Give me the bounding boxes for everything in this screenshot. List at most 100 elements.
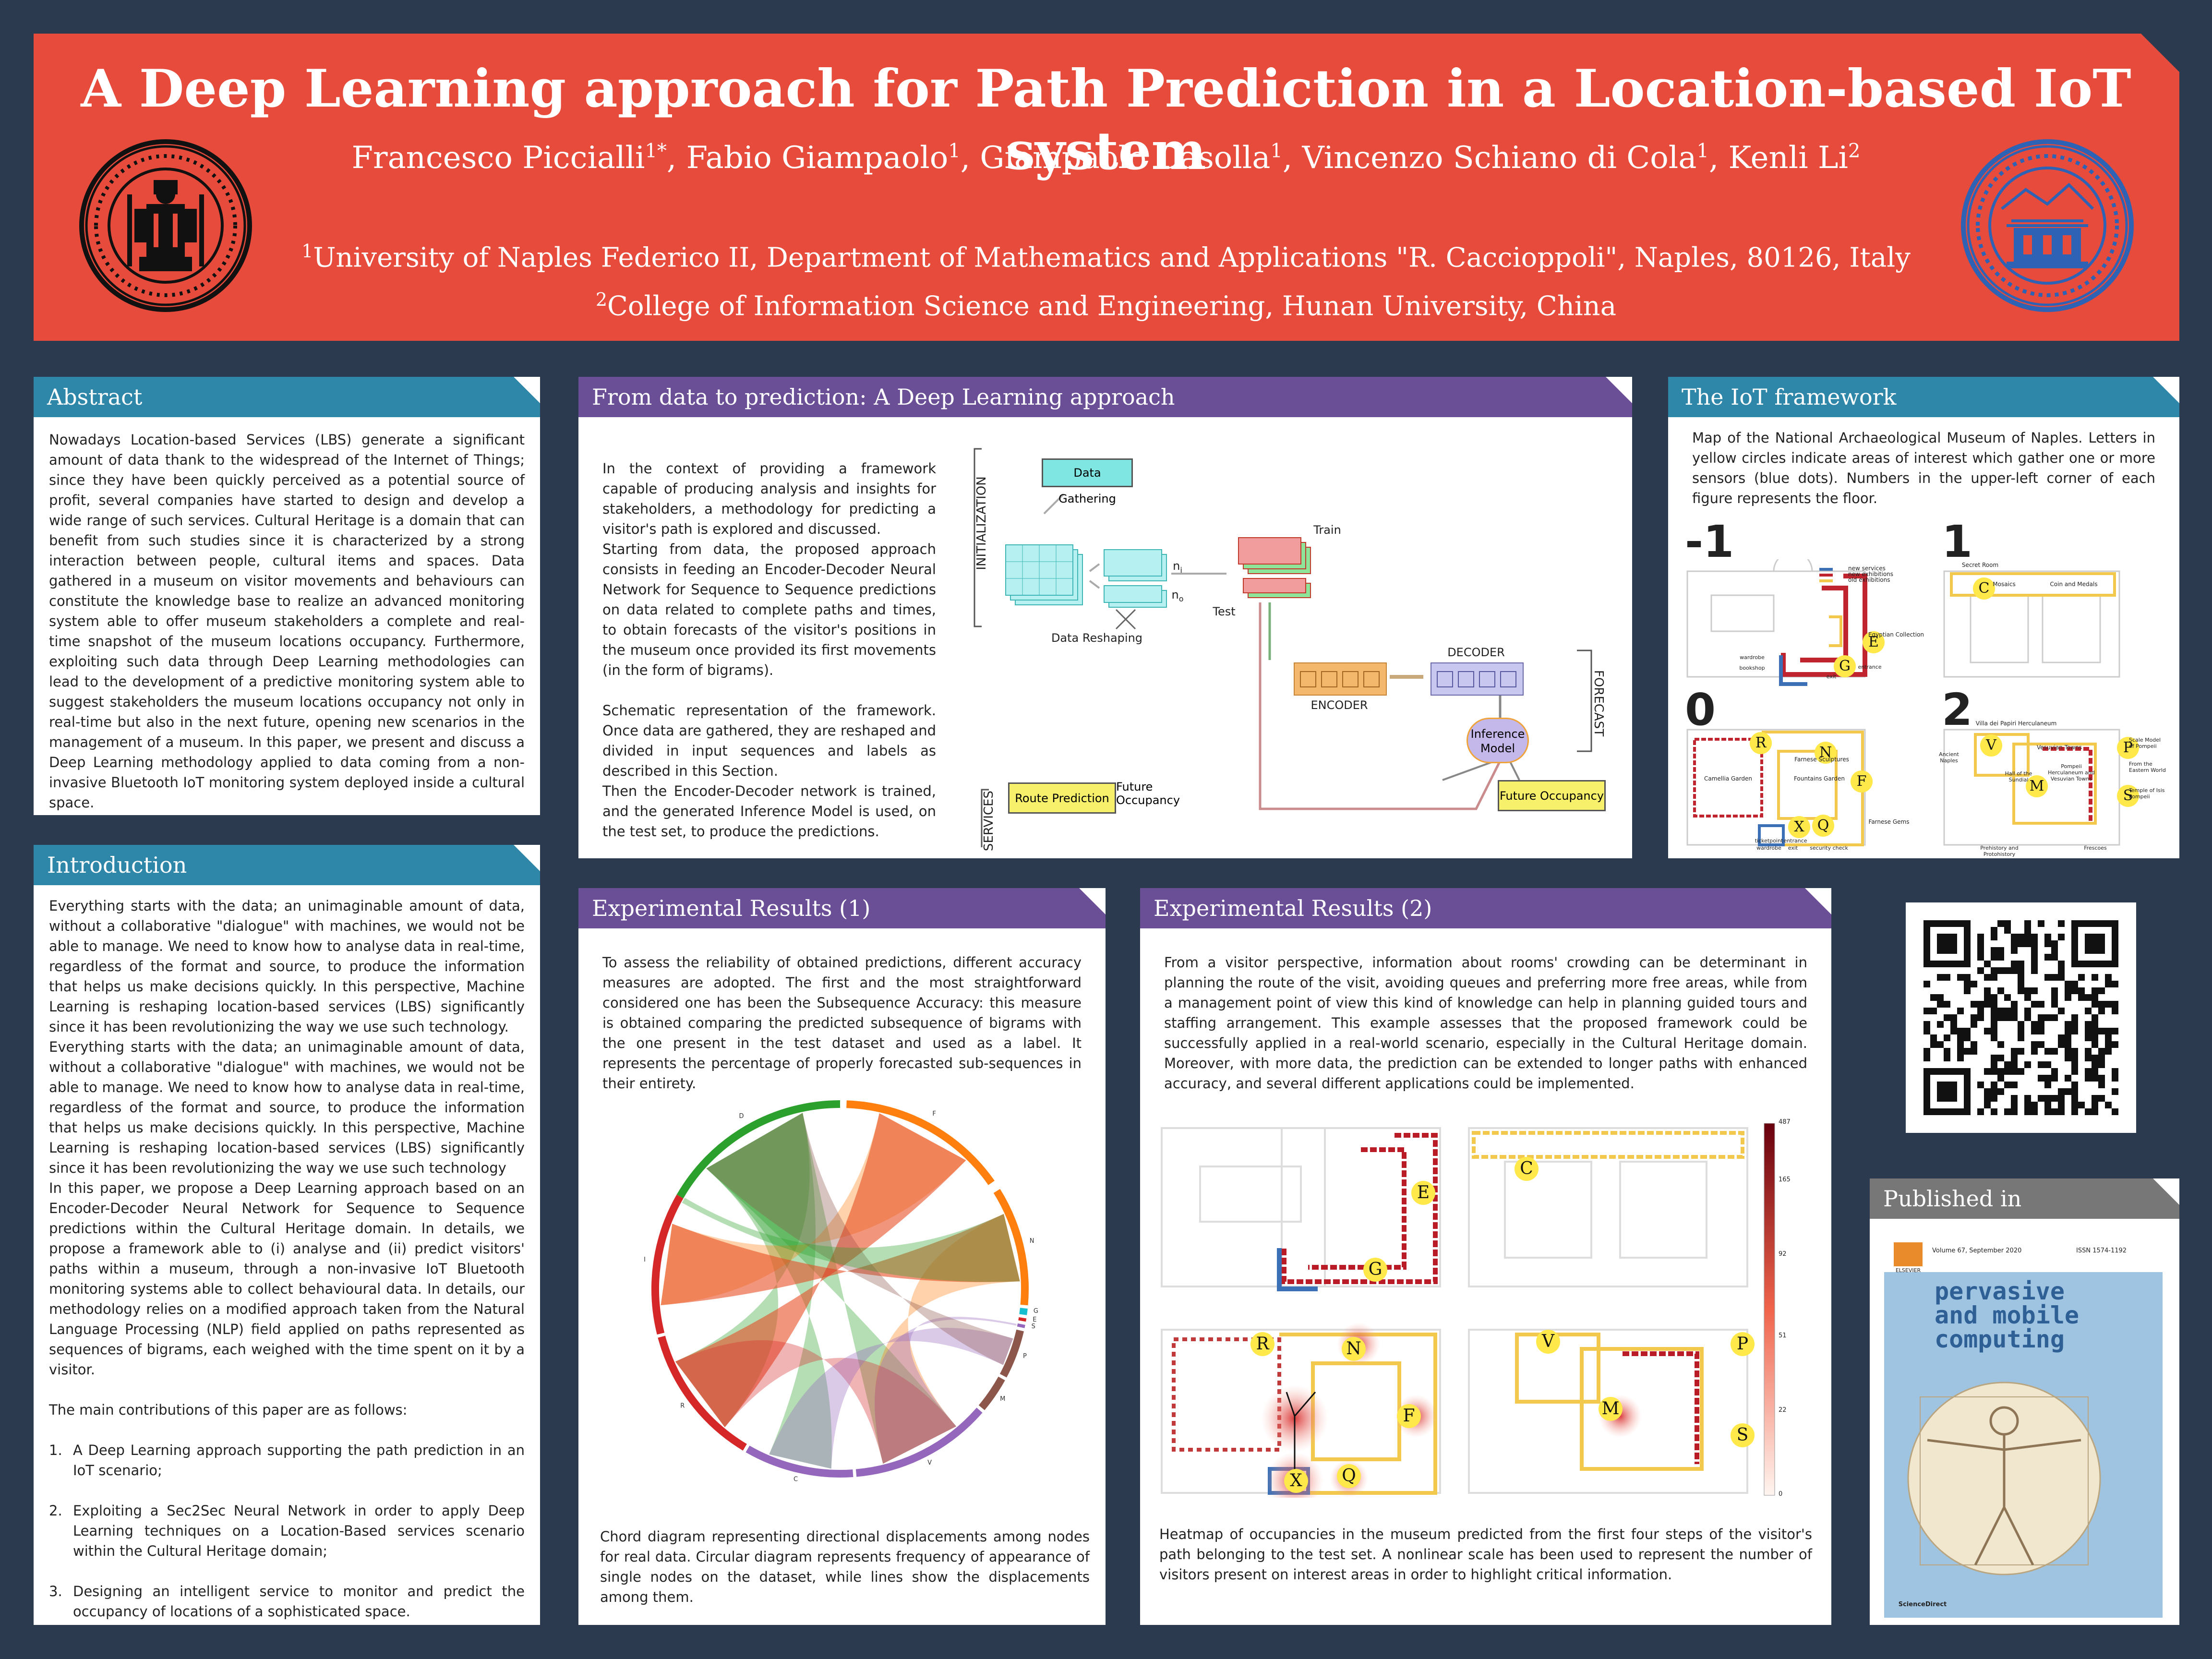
qr-module [2051, 1068, 2058, 1075]
chord-ribbon [875, 1214, 1020, 1464]
intro-paragraph: Everything starts with the data; an unim… [49, 1039, 525, 1176]
qr-module [2018, 1021, 2024, 1028]
author: Giampaolo Casolla1 [980, 140, 1283, 176]
map-marker-e: E [1411, 1181, 1435, 1205]
qr-module [2071, 1108, 2078, 1115]
qr-module [2071, 1014, 2078, 1021]
map-label: Egyptian Collection [1868, 631, 1924, 638]
results1-caption: Chord diagram representing directional d… [600, 1528, 1090, 1605]
qr-module [2078, 1102, 2085, 1108]
qr-module [1997, 1008, 2004, 1014]
qr-module [2085, 1075, 2092, 1082]
qr-module [2051, 1095, 2058, 1102]
map-label: wardrobe [1756, 845, 1781, 851]
qr-module [2051, 940, 2058, 947]
qr-module [2112, 981, 2118, 987]
qr-module [1997, 1041, 2004, 1048]
map-label: Frescoes [2084, 845, 2107, 851]
qr-module [1991, 1108, 1997, 1115]
legend-old-exhibitions: old exhibitions [1848, 577, 1890, 583]
qr-module [2058, 1102, 2065, 1108]
journal-cover[interactable]: ELSEVIER Volume 67, September 2020 ISSN … [1884, 1238, 2163, 1618]
area-marker-f: F [1851, 770, 1873, 793]
qr-module [1991, 1095, 1997, 1102]
qr-module [2004, 1014, 2011, 1021]
qr-module [2011, 1014, 2018, 1021]
qr-module [1977, 954, 1984, 961]
sciencedirect-label: ScienceDirect [1898, 1601, 1947, 1608]
qr-module [2105, 1034, 2112, 1041]
qr-module [2018, 981, 2024, 987]
map-label: From the Eastern World [2129, 761, 2166, 773]
qr-module [2071, 1102, 2078, 1108]
encoder-block [1294, 662, 1387, 696]
qr-module [2011, 947, 2018, 954]
data-gathering-box: Data Gathering [1042, 458, 1133, 505]
qr-module [2098, 1061, 2105, 1068]
publisher-label: ELSEVIER [1895, 1267, 1921, 1274]
qr-module [1991, 927, 1997, 934]
qr-module [1991, 954, 1997, 961]
qr-module [1971, 1041, 1977, 1048]
qr-module [2092, 1028, 2098, 1034]
map-label: Vesuvian Towns [2036, 744, 2082, 751]
qr-module [2092, 974, 2098, 981]
map-label: Coin and Medals [2050, 581, 2098, 588]
qr-module [2044, 1048, 2051, 1055]
qr-module [1944, 1001, 1950, 1008]
qr-module [2078, 974, 2085, 981]
published-heading: Published in [1870, 1178, 2179, 1219]
qr-module [2018, 1048, 2024, 1055]
area-marker-q: Q [1812, 815, 1834, 837]
method-paragraph: Starting from data, the proposed approac… [602, 541, 936, 678]
qr-module [1923, 1021, 1930, 1028]
university-of-naples-seal-icon [79, 139, 252, 312]
chord-label: R [680, 1402, 685, 1409]
qr-module [2031, 1108, 2038, 1115]
qr-module [1977, 967, 1984, 974]
heatmap-maps [1161, 1123, 1775, 1498]
qr-module [2112, 1075, 2118, 1082]
qr-module [2024, 1008, 2031, 1014]
qr-module [1937, 1041, 1944, 1048]
qr-module [2112, 1108, 2118, 1115]
qr-module [2065, 1055, 2071, 1061]
chord-label: C [793, 1476, 798, 1483]
vitruvian-man-icon [1907, 1382, 2101, 1575]
cover-header [1884, 1238, 2163, 1272]
area-marker-r: R [1750, 732, 1772, 754]
map-marker-r: R [1250, 1332, 1274, 1356]
cover-issn: ISSN 1574-1192 [2076, 1247, 2127, 1254]
map-label: Mosaics [1993, 581, 2016, 588]
qr-module [2051, 974, 2058, 981]
qr-module [2098, 1055, 2105, 1061]
qr-module [2085, 1034, 2092, 1041]
chord-ribbon [706, 1113, 832, 1469]
qr-module [1950, 1021, 1957, 1028]
qr-module [2038, 1061, 2044, 1068]
qr-module [2038, 920, 2044, 927]
qr-module [2065, 1041, 2071, 1048]
map-label: Secret Room [1961, 562, 1999, 568]
map-label: ticketpoint [1755, 838, 1783, 844]
qr-module [2044, 1108, 2051, 1115]
qr-module [2098, 1095, 2105, 1102]
elsevier-logo-icon [1894, 1242, 1923, 1266]
qr-module [2112, 1001, 2118, 1008]
qr-module [2078, 994, 2085, 1001]
chord-arc-d [676, 1100, 841, 1199]
qr-code-card[interactable] [1906, 902, 2136, 1133]
qr-module [1984, 1095, 1991, 1102]
qr-module [1984, 987, 1991, 994]
qr-module [2065, 1075, 2071, 1082]
chord-arc-n [993, 1189, 1029, 1306]
chord-label: I [644, 1256, 646, 1263]
qr-module [2092, 1068, 2098, 1075]
qr-module [2004, 994, 2011, 1001]
qr-module [2031, 1001, 2038, 1008]
chord-arc-s [1017, 1323, 1025, 1328]
qr-module [1923, 1008, 1930, 1014]
qr-module [2004, 920, 2011, 927]
qr-module [2024, 1108, 2031, 1115]
qr-finder [1937, 1082, 1957, 1102]
